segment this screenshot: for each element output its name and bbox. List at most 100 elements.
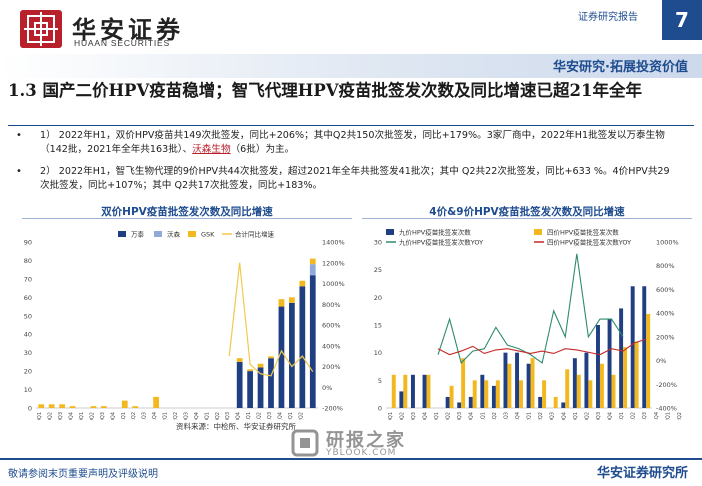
series-line [437,253,624,365]
bullet-1-link[interactable]: 沃森生物 [192,144,231,155]
bar [588,380,593,408]
x-tick-label: 2022Q2 [677,412,683,420]
bar [445,396,450,408]
footer-divider [0,458,702,460]
slogan: 华安研究·拓展投资价值 [553,60,688,75]
bar [299,280,306,287]
x-tick-label: 2019Q1 [37,412,43,420]
x-tick-label: 2019Q1 [388,412,394,420]
bar [634,341,639,408]
bar [480,374,485,408]
bullet-1-text: 1） 2022年H1，双价HPV疫苗共149次批签发，同比+206%；其中Q2共… [40,130,665,155]
bar [630,286,635,408]
x-tick-label: 2021Q2 [631,412,637,420]
x-tick-label: 2020Q1 [79,412,85,420]
bar [247,371,253,408]
x-tick-label: 2019Q4 [422,412,428,420]
y-left-tick-label: 25 [374,266,382,274]
chart-1-title-divider [22,218,352,219]
x-tick-label: 2020Q4 [110,412,116,420]
x-tick-label: 2021Q1 [121,412,127,420]
x-tick-label: 2021Q3 [642,412,648,420]
x-tick-label: 2020Q4 [608,412,614,420]
bar [611,374,616,408]
legend-label: 沃森 [167,230,181,239]
top-bar: 华安证券 HUAAN SECURITIES 证券研究报告 7 [0,0,702,50]
y-left-tick-label: 20 [374,294,382,302]
legend-swatch [386,229,394,235]
bar [484,380,489,408]
legend-swatch [534,229,542,235]
x-tick-label: 2020Q1 [573,412,579,420]
logo-chinese-name: 华安证券 [72,15,184,44]
y-left-tick-label: 10 [24,386,32,394]
x-tick-label: 2022Q2 [173,412,179,420]
x-tick-label: 2021Q1 [246,412,252,420]
disclaimer-link[interactable]: 敬请参阅末页重要声明及评级说明 [8,469,158,480]
bullet-1-tail: （6批）为主。 [230,144,295,155]
series-line [228,262,314,377]
y-right-tick-label: 600% [322,322,341,330]
y-right-tick-label: 1200% [322,259,345,267]
bar [426,374,431,408]
bar [561,402,566,408]
x-tick-label: 2020Q3 [457,412,463,420]
bar [530,358,535,408]
x-tick-label: 2022Q1 [288,412,294,420]
bar [121,400,128,408]
chart-1: 0 10 20 30 40 50 60 70 80 90 -200% 0% 200% 400% 600% 80… [24,230,345,421]
y-left-tick-label: 70 [24,275,32,283]
y-left-tick-label: 10 [374,349,382,357]
x-tick-label: 2021Q3 [267,412,273,420]
y-left-tick-label: 40 [24,331,32,339]
x-tick-label: 2022Q1 [665,412,671,420]
y-right-tick-label: -200% [656,381,677,389]
bar [495,380,500,408]
company-logo [20,10,62,48]
x-tick-label: 2021Q2 [257,412,263,420]
bullet-text: 1） 2022年H1，双价HPV疫苗共149次批签发，同比+206%；其中Q2共… [16,129,676,157]
page-number: 7 [662,0,702,40]
bar [642,286,647,408]
bar [572,358,577,408]
y-right-tick-label: 600% [656,286,675,294]
y-left-tick-label: 50 [24,312,32,320]
x-tick-label: 2019Q3 [411,412,417,420]
y-right-tick-label: -200% [322,405,343,413]
legend-swatch [154,231,162,237]
x-tick-label: 2020Q2 [584,412,590,420]
x-tick-label: 2019Q3 [58,412,64,420]
x-tick-label: 2019Q2 [48,412,54,420]
x-tick-label: 2019Q3 [183,412,189,420]
bar [507,363,512,408]
bar [503,352,508,408]
y-left-tick-label: 30 [24,349,32,357]
bar [309,264,316,276]
bar [491,385,496,408]
bar [538,396,543,408]
x-tick-label: 2019Q4 [69,412,75,420]
y-right-tick-label: 800% [656,262,675,270]
report-type-label: 证券研究报告 [578,12,638,23]
bar [59,404,65,408]
y-left-tick-label: 5 [378,377,382,385]
bar [576,374,581,408]
bullet-2: • 2） 2022年H1，智飞生物代理的9价HPV共44次批签发，超过2021年… [16,165,676,193]
bar [553,396,558,408]
x-tick-label: 2020Q2 [89,412,95,420]
x-tick-label: 2021Q1 [619,412,625,420]
x-tick-label: 2021Q4 [152,412,158,420]
bar [468,396,473,408]
watermark: 研报之家 YBLOOK.COM [290,426,450,460]
bullet-text: 2） 2022年H1，智飞生物代理的9价HPV共44次批签发，超过2021年全年… [16,165,676,193]
logo-english-name: HUAAN SECURITIES [74,38,170,48]
bar [153,396,159,408]
y-left-tick-label: 20 [24,368,32,376]
bar [236,358,243,362]
bar [278,299,285,307]
bar [257,367,264,408]
bar [457,402,462,408]
y-left-tick-label: 90 [24,239,32,247]
bar [236,361,243,408]
bar [48,404,55,408]
